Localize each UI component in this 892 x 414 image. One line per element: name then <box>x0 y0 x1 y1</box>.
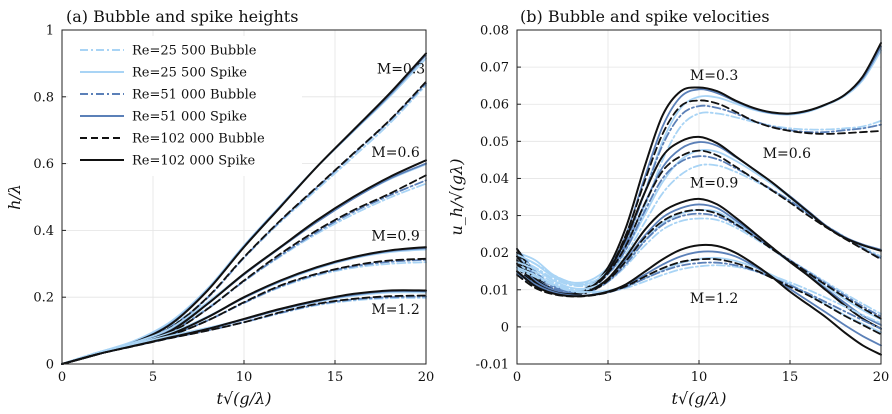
legend-entry: Re=51 000 Bubble <box>132 88 257 103</box>
legend-entry: Re=51 000 Spike <box>132 110 247 125</box>
xlabel-a: t√(g/λ) <box>217 389 272 408</box>
series-line-a-m0-bubble-102000 <box>61 80 427 365</box>
y-tick-label: 0.02 <box>480 246 509 261</box>
series-b <box>516 41 882 356</box>
y-tick-label: 0.4 <box>33 224 54 239</box>
mach-annotation: M=0.6 <box>763 146 811 162</box>
x-tick-label: 15 <box>782 370 799 385</box>
x-tick-label: 0 <box>513 370 521 385</box>
legend-background <box>68 36 302 176</box>
y-tick-label: 0 <box>46 358 54 373</box>
series-line-b-m2-spike-102000 <box>516 197 882 330</box>
title-a: (a) Bubble and spike heights <box>66 7 298 26</box>
mach-annotation: M=0.6 <box>371 145 419 161</box>
series-line-b-m2-bubble-25500 <box>516 217 882 315</box>
y-tick-label: 0.06 <box>480 98 509 113</box>
series-line-a-m2-bubble-102000 <box>61 257 427 365</box>
legend-entry: Re=102 000 Bubble <box>132 132 265 147</box>
y-tick-label: 0.03 <box>480 209 509 224</box>
title-b: (b) Bubble and spike velocities <box>520 7 770 26</box>
x-tick-label: 5 <box>149 370 157 385</box>
panel-a: 0 5 10 15 20 0 0.2 0.4 0.6 0.8 1 (a) Bubble and sp… <box>5 7 434 408</box>
series-line-b-m1-bubble-25500 <box>516 163 882 288</box>
xlabel-b: t√(g/λ) <box>672 389 727 408</box>
ylabel-b: u_h/√(gλ) <box>447 158 466 235</box>
mach-annotation: M=1.2 <box>371 302 419 318</box>
y-tick-label: 1 <box>46 24 54 39</box>
ticks-b: 0 5 10 15 20 -0.01 0 0.01 0.02 0.03 0.04 0.05 0.06 0.… <box>476 24 890 386</box>
y-tick-label: 0.04 <box>480 172 509 187</box>
y-tick-label: 0.2 <box>33 291 54 306</box>
x-tick-label: 5 <box>604 370 612 385</box>
axes-frame-a <box>61 29 427 365</box>
series-a <box>61 52 427 365</box>
y-tick-label: 0.6 <box>33 157 54 172</box>
mach-annotation: M=0.9 <box>371 228 419 244</box>
x-tick-label: 15 <box>327 370 344 385</box>
y-tick-label: 0.08 <box>480 24 509 39</box>
y-tick-label: 0.07 <box>480 61 509 76</box>
legend-entry: Re=25 500 Spike <box>132 66 247 81</box>
y-tick-label: 0.05 <box>480 135 509 150</box>
legend-entry: Re=102 000 Spike <box>132 154 256 169</box>
series-line-a-m1-bubble-102000 <box>61 174 427 365</box>
x-tick-label: 20 <box>873 370 890 385</box>
legend: Re=25 500 Bubble Re=25 500 Spike Re=51 000… <box>68 36 302 176</box>
annotations-a: M=0.3 M=0.6 M=0.9 M=1.2 <box>371 61 425 317</box>
y-tick-label: 0.8 <box>33 90 54 105</box>
x-tick-label: 10 <box>236 370 253 385</box>
series-line-b-m3-spike-102000 <box>516 243 882 356</box>
mach-annotation: M=1.2 <box>690 291 738 307</box>
axes-frame-b <box>516 29 882 365</box>
x-tick-label: 20 <box>418 370 435 385</box>
x-tick-label: 0 <box>58 370 66 385</box>
panel-b: 0 5 10 15 20 -0.01 0 0.01 0.02 0.03 0.04 0.05 0.06 0.… <box>447 7 889 408</box>
y-tick-label: 0 <box>501 320 509 335</box>
annotations-b: M=0.3 M=0.6 M=0.9 M=1.2 <box>690 68 811 307</box>
y-tick-label: -0.01 <box>476 358 509 373</box>
y-tick-label: 0.01 <box>480 283 509 298</box>
x-tick-label: 10 <box>691 370 708 385</box>
mach-annotation: M=0.3 <box>690 68 738 84</box>
series-line-a-m3-bubble-102000 <box>61 294 427 365</box>
mach-annotation: M=0.9 <box>690 176 738 192</box>
legend-entry: Re=25 500 Bubble <box>132 44 257 59</box>
series-line-a-m3-spike-102000 <box>61 289 427 365</box>
ylabel-a: h/λ <box>5 184 24 210</box>
mach-annotation: M=0.3 <box>377 61 425 77</box>
ticks-a: 0 5 10 15 20 0 0.2 0.4 0.6 0.8 1 <box>33 24 434 386</box>
